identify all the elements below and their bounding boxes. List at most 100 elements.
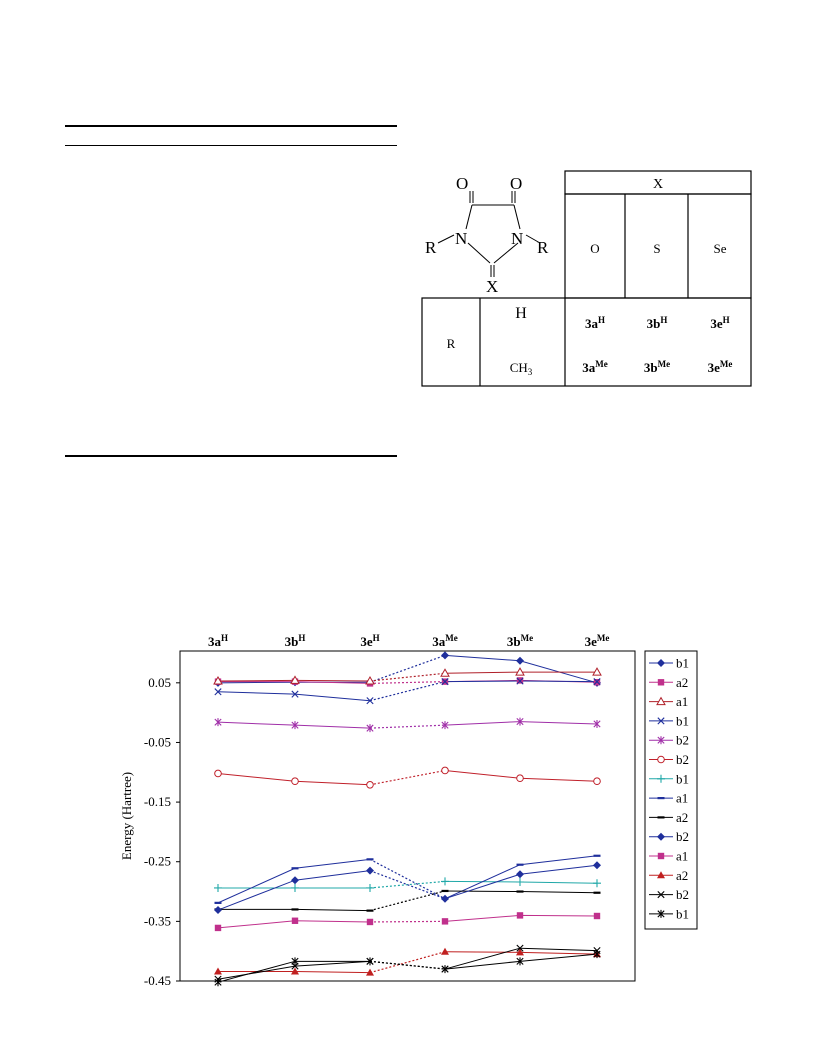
legend-marker <box>657 832 665 841</box>
category-label-3a-me: 3aMe <box>432 633 458 649</box>
legend-marker <box>657 736 665 745</box>
legend-item-12-b2: b2 <box>649 887 689 902</box>
table-cell-3e-h: 3eH <box>710 315 729 331</box>
point-11-a2-4 <box>516 948 524 956</box>
series-connector-8-a2 <box>369 890 446 912</box>
point-9-b2-4 <box>516 870 524 879</box>
structure-and-table: O O N N R R X X O S Se R H CH3 3aH 3bH 3eH… <box>420 165 755 390</box>
point-11-a2-1 <box>291 967 299 975</box>
legend-item-8-a2: a2 <box>649 810 688 825</box>
series-line-4-b2-h <box>217 721 371 729</box>
point-5-b2-5 <box>593 777 601 786</box>
legend-item-4-b2: b2 <box>649 733 689 748</box>
series-connector-2-a1 <box>369 672 446 682</box>
legend-label: b2 <box>676 887 689 902</box>
point-3-b1-0 <box>214 688 222 696</box>
legend-label: a1 <box>676 694 688 709</box>
top-rule-thick <box>65 125 397 127</box>
nitrogen-right: N <box>511 229 523 248</box>
legend-label: a2 <box>676 868 688 883</box>
point-2-a1-1 <box>290 675 300 684</box>
y-tick-label: -0.25 <box>144 854 171 869</box>
point-3-b1-4 <box>516 677 524 685</box>
point-4-b2-3 <box>441 721 449 730</box>
series-connector-13-b1 <box>369 960 446 970</box>
table-r-value-ch3-text: CH3 <box>510 360 533 377</box>
legend-item-5-b2: b2 <box>649 752 689 767</box>
point-10-a1-2 <box>366 918 374 926</box>
table-x-value-o: O <box>590 241 599 256</box>
r-group-right: R <box>537 238 549 257</box>
point-6-b1-1 <box>291 883 299 892</box>
legend-item-3-b1: b1 <box>649 713 689 728</box>
point-4-b2-0 <box>214 718 222 727</box>
category-label-3e-h: 3eH <box>360 633 379 649</box>
point-5-b2-2 <box>366 780 374 789</box>
point-13-b1-5 <box>593 950 601 959</box>
legend-item-0-b1: b1 <box>649 656 689 671</box>
legend-marker <box>657 774 665 783</box>
x-atom-label: X <box>486 277 498 296</box>
y-tick-label: -0.05 <box>144 734 171 749</box>
table-cell-3a-me: 3aMe <box>582 359 608 375</box>
point-2-a1-2 <box>365 676 375 685</box>
series-connector-4-b2 <box>369 724 446 729</box>
legend-label: a1 <box>676 849 688 864</box>
point-2-a1-0 <box>213 676 223 685</box>
point-3-b1-1 <box>291 690 299 698</box>
point-9-b2-3 <box>441 894 449 903</box>
series-connector-1-a2 <box>369 681 446 685</box>
imidazolidine-ring <box>437 191 541 277</box>
series-connector-11-a2 <box>369 951 446 974</box>
point-0-b1-4 <box>516 656 524 665</box>
table-x-header: X <box>653 177 663 192</box>
legend-label: b1 <box>676 656 689 671</box>
series-connector-5-b2 <box>369 769 446 786</box>
legend: b1 a2 a1 b1 b2 b2 b1 a1 a2 b2 a1 a2 b2 b1 <box>649 656 689 921</box>
point-9-b2-0 <box>214 906 222 915</box>
series-connector-3-b1 <box>369 681 446 702</box>
legend-label: b2 <box>676 733 689 748</box>
point-3-b1-5 <box>593 678 601 686</box>
legend-box <box>644 650 698 930</box>
legend-label: b2 <box>676 752 689 767</box>
legend-marker <box>657 909 665 918</box>
nitrogen-left: N <box>455 229 467 248</box>
point-6-b1-5 <box>593 879 601 888</box>
legend-marker <box>657 755 665 764</box>
point-9-b2-2 <box>366 866 374 875</box>
point-13-b1-0 <box>214 978 222 987</box>
point-10-a1-4 <box>516 912 524 919</box>
category-label-3b-h: 3bH <box>285 633 306 649</box>
carbonyl-o-left: O <box>456 174 468 193</box>
r-group-left: R <box>425 238 437 257</box>
legend-item-2-a1: a1 <box>649 694 688 709</box>
legend-marker <box>657 871 665 879</box>
point-0-b1-3 <box>441 651 449 660</box>
point-12-b2-4 <box>516 944 524 952</box>
series-connector-9-b2 <box>369 870 446 900</box>
legend-marker <box>656 696 666 706</box>
y-axis-label: Energy (Hartree) <box>119 772 134 860</box>
table-compound-cells: 3aH 3bH 3eH 3aMe 3bMe 3eMe <box>582 315 732 375</box>
plot-area <box>179 650 636 982</box>
legend-label: a2 <box>676 810 688 825</box>
point-11-a2-0 <box>214 967 222 975</box>
point-2-a1-3 <box>440 668 450 677</box>
substituent-table-grid <box>421 170 752 387</box>
point-5-b2-3 <box>441 766 449 775</box>
legend-item-7-a1: a1 <box>649 791 688 806</box>
point-9-b2-1 <box>291 876 299 885</box>
point-10-a1-3 <box>441 918 449 925</box>
carbonyl-o-right: O <box>510 174 522 193</box>
table-r-header: R <box>447 336 456 351</box>
top-rule-thin <box>65 145 397 146</box>
point-13-b1-3 <box>441 965 449 974</box>
y-axis: 0.05 -0.05 -0.15 -0.25 -0.35 -0.45 <box>144 675 180 988</box>
point-5-b2-1 <box>291 777 299 786</box>
legend-label: b1 <box>676 906 689 921</box>
table-cell-3e-me: 3eMe <box>708 359 733 375</box>
legend-label: b2 <box>676 829 689 844</box>
series-lines <box>217 654 598 983</box>
